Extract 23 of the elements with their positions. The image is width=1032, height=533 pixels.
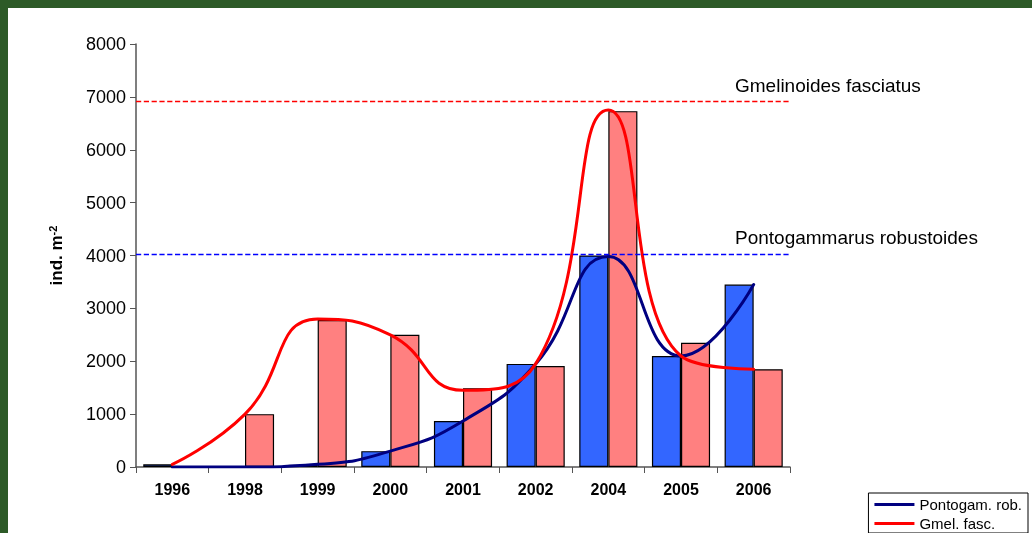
y-tick-label: 8000 bbox=[85, 34, 126, 54]
x-tick-label: 1996 bbox=[154, 480, 191, 498]
x-tick-label: 1998 bbox=[227, 480, 263, 498]
y-tick-label: 2000 bbox=[85, 351, 126, 372]
ref-line-label: Gmelinoides fasciatus bbox=[735, 74, 921, 96]
legend-label: Gmel. fasc. bbox=[919, 515, 996, 532]
y-axis-title: ind. m-2 bbox=[46, 225, 66, 286]
y-tick-label: 6000 bbox=[85, 139, 126, 160]
x-tick-label: 2004 bbox=[590, 480, 627, 498]
ref-line-label: Pontogammarus robustoides bbox=[735, 227, 978, 249]
y-tick-label: 0 bbox=[115, 457, 126, 477]
x-tick-label: 2006 bbox=[735, 480, 772, 498]
legend-label: Pontogam. rob. bbox=[919, 496, 1022, 513]
y-tick-label: 5000 bbox=[85, 192, 126, 213]
x-tick-label: 2000 bbox=[372, 480, 409, 498]
y-tick-label: 7000 bbox=[85, 86, 126, 107]
y-tick-label: 4000 bbox=[85, 245, 126, 266]
x-tick-label: 2005 bbox=[663, 480, 699, 498]
x-tick-label: 1999 bbox=[299, 480, 336, 498]
x-tick-label: 2002 bbox=[517, 480, 554, 498]
y-tick-label: 3000 bbox=[85, 298, 126, 319]
y-tick-label: 1000 bbox=[85, 404, 126, 425]
x-tick-label: 2001 bbox=[445, 480, 481, 498]
